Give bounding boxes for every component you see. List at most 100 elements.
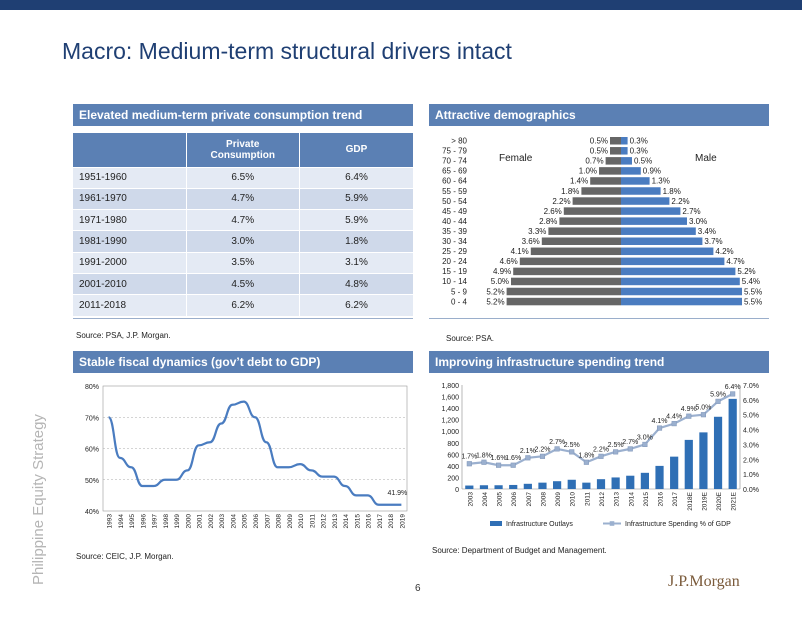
spending-marker	[700, 412, 706, 418]
age-label: 25 - 29	[442, 247, 467, 256]
spending-marker	[671, 421, 677, 427]
y-right-tick-label: 6.0%	[743, 398, 759, 405]
male-value-label: 0.5%	[634, 157, 652, 166]
male-bar	[621, 227, 696, 235]
age-label: 50 - 54	[442, 197, 467, 206]
x-tick-label: 1998	[163, 514, 170, 529]
outlay-bar	[465, 485, 474, 489]
male-bar	[621, 217, 687, 225]
table-row: 2011-2018 6.2% 6.2%	[73, 294, 413, 317]
y-right-tick-label: 7.0%	[743, 383, 759, 390]
age-label: 65 - 69	[442, 167, 467, 176]
female-bar	[506, 297, 621, 306]
age-label: 10 - 14	[442, 277, 467, 286]
male-value-label: 4.2%	[715, 247, 733, 256]
table-cell-gdp: 4.8%	[298, 273, 413, 296]
female-value-label: 2.2%	[552, 197, 570, 206]
debt-series-line	[107, 400, 402, 506]
outlay-bar	[713, 416, 723, 489]
x-tick-label: 2017	[377, 514, 384, 529]
table-header-row: Private Consumption GDP	[73, 133, 413, 168]
x-tick-label: 1994	[118, 514, 125, 529]
consumption-panel-title: Elevated medium-term private consumption…	[73, 104, 413, 126]
spending-marker	[598, 453, 604, 459]
table-cell-period: 1951-1960	[73, 167, 186, 189]
x-tick-label: 2005	[497, 492, 504, 507]
male-value-label: 5.5%	[744, 287, 762, 296]
table-cell-private: 4.5%	[185, 273, 300, 296]
female-bar	[541, 237, 621, 245]
x-tick-label: 2003	[467, 492, 474, 507]
y-tick-label: 40%	[85, 509, 99, 516]
x-tick-label: 2018E	[687, 491, 694, 510]
spending-marker	[510, 462, 516, 468]
female-value-label: 0.7%	[585, 157, 603, 166]
x-tick-label: 2019E	[701, 491, 708, 510]
debt-end-label: 41.9%	[387, 490, 407, 497]
x-tick-label: 2004	[230, 514, 237, 529]
female-bar	[590, 177, 621, 185]
x-tick-label: 2005	[242, 514, 249, 529]
table-header-period	[73, 133, 186, 168]
table-cell-period: 1981-1990	[73, 230, 186, 253]
x-tick-label: 2020E	[716, 491, 723, 510]
female-legend-label: Female	[499, 153, 533, 164]
y-right-tick-label: 2.0%	[743, 457, 759, 464]
fiscal-source: Source: CEIC, J.P. Morgan.	[76, 552, 174, 561]
table-cell-period: 2011-2018	[73, 294, 186, 317]
y-left-tick-label: 1,800	[441, 383, 459, 390]
female-bar	[506, 287, 621, 296]
outlay-bar	[582, 482, 591, 489]
outlay-bar	[494, 485, 503, 489]
x-tick-label: 2003	[219, 514, 226, 529]
table-header-gdp: GDP	[298, 133, 413, 168]
male-bar	[621, 197, 670, 205]
female-value-label: 0.5%	[590, 137, 608, 146]
male-value-label: 1.8%	[663, 187, 681, 196]
x-tick-label: 2012	[599, 492, 606, 507]
spending-value-label: 2.2%	[534, 446, 550, 453]
spending-value-label: 4.1%	[652, 418, 668, 425]
table-row: 1951-1960 6.5% 6.4%	[73, 167, 413, 189]
x-tick-label: 2007	[264, 514, 271, 529]
fiscal-panel-title: Stable fiscal dynamics (gov’t debt to GD…	[73, 351, 413, 373]
female-value-label: 4.1%	[511, 247, 529, 256]
x-tick-label: 1993	[107, 514, 114, 529]
outlay-bar	[567, 479, 576, 489]
x-tick-label: 2019	[399, 514, 406, 529]
spending-marker	[715, 398, 721, 404]
female-bar	[563, 207, 621, 215]
female-bar	[511, 277, 621, 286]
table-cell-private: 6.2%	[185, 294, 300, 317]
outlay-bar	[699, 432, 708, 489]
spending-value-label: 2.5%	[564, 442, 580, 449]
age-label: 35 - 39	[442, 227, 467, 236]
spending-marker	[613, 449, 619, 455]
x-tick-label: 2014	[628, 492, 635, 507]
female-bar	[605, 157, 621, 165]
table-cell-gdp: 5.9%	[298, 209, 413, 232]
spending-value-label: 1.6%	[505, 455, 521, 462]
female-value-label: 5.2%	[486, 297, 504, 306]
table-row: 1961-1970 4.7% 5.9%	[73, 188, 413, 211]
female-bar	[513, 267, 621, 276]
outlay-bar	[655, 465, 664, 489]
female-bar	[559, 217, 621, 225]
x-tick-label: 2007	[526, 492, 533, 507]
spending-value-label: 2.7%	[622, 439, 638, 446]
table-cell-period: 1961-1970	[73, 188, 186, 211]
consumption-source: Source: PSA, J.P. Morgan.	[76, 331, 171, 340]
age-label: 40 - 44	[442, 217, 467, 226]
x-tick-label: 2013	[332, 514, 339, 529]
table-cell-period: 1971-1980	[73, 209, 186, 232]
x-tick-label: 2013	[614, 492, 621, 507]
male-value-label: 0.3%	[630, 137, 648, 146]
x-tick-label: 2012	[321, 514, 328, 529]
table-cell-period: 1991-2000	[73, 252, 186, 274]
x-tick-label: 2000	[185, 514, 192, 529]
y-right-tick-label: 3.0%	[743, 442, 759, 449]
age-label: > 80	[451, 137, 467, 146]
legend-spending-label: Infrastructure Spending % of GDP	[625, 521, 731, 528]
female-bar	[610, 137, 621, 145]
x-tick-label: 2006	[511, 492, 518, 507]
